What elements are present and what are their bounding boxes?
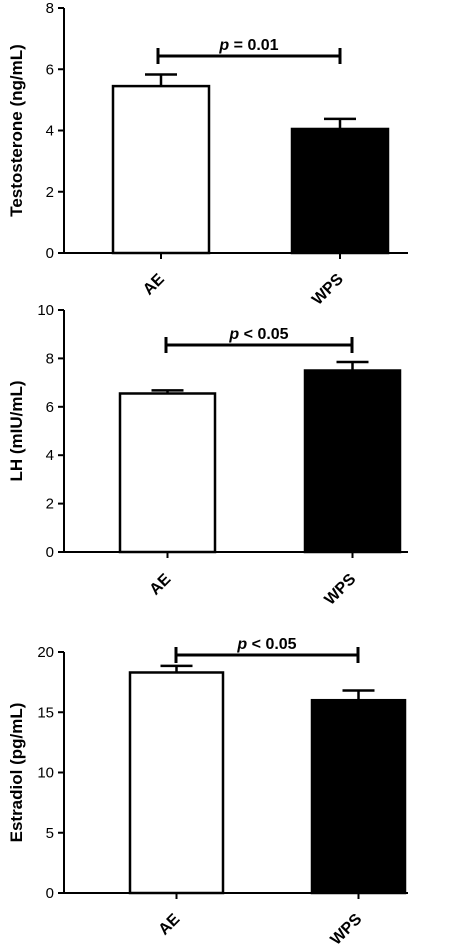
- significance-p: p: [218, 37, 229, 54]
- y-tick-label: 0: [46, 885, 54, 902]
- x-tick-label-ae: AE: [147, 571, 175, 599]
- significance-value: = 0.01: [229, 37, 278, 54]
- y-axis-title: Testosterone (ng/mL): [7, 44, 26, 217]
- y-tick-label: 15: [37, 704, 54, 721]
- y-tick-label: 8: [46, 350, 54, 367]
- y-tick-label: 5: [46, 825, 54, 842]
- significance-value: < 0.05: [247, 636, 296, 653]
- x-tick-label-ae: AE: [140, 271, 168, 299]
- y-tick-label: 2: [46, 184, 54, 201]
- bar-ae: [118, 392, 217, 554]
- y-tick-label: 8: [46, 0, 54, 17]
- significance-p: p: [228, 326, 239, 343]
- significance-label: p < 0.05: [228, 326, 288, 343]
- y-tick-label: 4: [46, 123, 54, 140]
- significance-p: p: [236, 636, 247, 653]
- y-tick-label: 0: [46, 544, 54, 561]
- y-tick-label: 2: [46, 496, 54, 513]
- bar-ae: [128, 671, 225, 895]
- y-tick-label: 6: [46, 61, 54, 78]
- y-tick-label: 6: [46, 399, 54, 416]
- significance-label: p < 0.05: [236, 636, 296, 653]
- x-tick-label-wps: WPS: [322, 571, 360, 609]
- y-tick-label: 4: [46, 447, 54, 464]
- y-tick-label: 20: [37, 644, 54, 661]
- y-tick-label: 0: [46, 245, 54, 262]
- y-tick-label: 10: [37, 302, 54, 319]
- bar-wps: [290, 127, 390, 255]
- y-tick-label: 10: [37, 765, 54, 782]
- x-tick-label-wps: WPS: [328, 911, 366, 949]
- significance-label: p = 0.01: [218, 37, 278, 54]
- bar-wps: [310, 698, 407, 895]
- y-axis-title: LH (mIU/mL): [7, 380, 26, 481]
- chart-panel-3: 0 5 10 15 20 Estradiol (pg/mL) AE WPS p < 0.05: [7, 636, 408, 949]
- bar-wps: [303, 369, 402, 554]
- x-tick-label-ae: AE: [156, 911, 184, 939]
- significance-value: < 0.05: [239, 326, 288, 343]
- chart-panel-1: 0 2 4 6 8 Testosterone (ng/mL) AE WPS p = 0.01: [7, 0, 408, 309]
- x-tick-label-wps: WPS: [309, 271, 347, 309]
- bar-ae: [111, 84, 211, 255]
- y-axis-title: Estradiol (pg/mL): [7, 703, 26, 843]
- chart-panel-2: 0 2 4 6 8 10 LH (mIU/mL) AE WPS p < 0.05: [7, 302, 408, 609]
